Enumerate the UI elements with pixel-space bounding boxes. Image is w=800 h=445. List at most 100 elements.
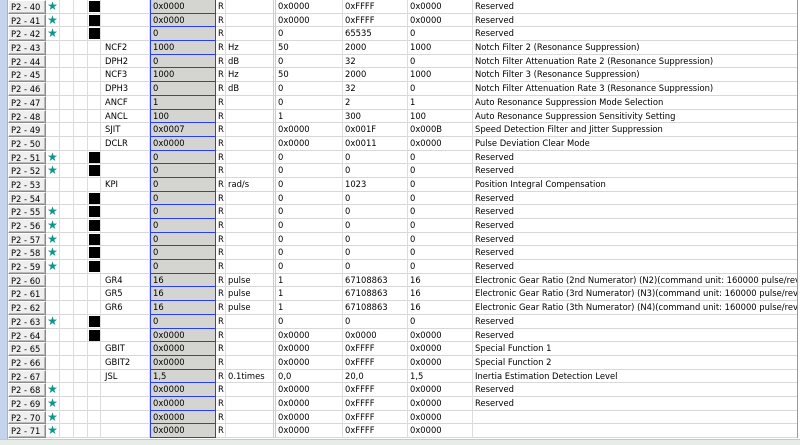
parameter-id-button[interactable]: P2 - 43 [8, 41, 46, 55]
default-value: 0 [408, 246, 473, 261]
value-field[interactable]: 0x0000 [150, 136, 216, 151]
parameter-id-button[interactable]: P2 - 44 [8, 54, 46, 69]
table-row[interactable]: P2 - 66 GBIT2 0x0000 R 0x0000 0xFFFF 0x0… [8, 355, 798, 370]
parameter-id-button[interactable]: P2 - 64 [8, 328, 46, 343]
empty-cell [74, 205, 88, 219]
value-field[interactable]: 0 [150, 191, 216, 206]
value-field[interactable]: 0 [150, 246, 216, 261]
value-field[interactable]: 0 [150, 82, 216, 96]
table-row[interactable]: P2 - 50 DCLR 0x0000 R 0x0000 0x0011 0x00… [8, 136, 798, 151]
table-row[interactable]: P2 - 53 KPI 0 R rad/s 0 1023 0 Position … [8, 177, 798, 192]
table-row[interactable]: P2 - 60 GR4 16 R pulse 1 67108863 16 Ele… [8, 273, 798, 288]
value-field[interactable]: 0x0000 [150, 355, 216, 370]
value-field[interactable]: 0 [150, 164, 216, 178]
table-row[interactable]: P2 - 61 GR5 16 R pulse 1 67108863 16 Ele… [8, 287, 798, 302]
parameter-id-button[interactable]: P2 - 70 [8, 410, 46, 425]
parameter-id-button[interactable]: P2 - 48 [8, 109, 46, 124]
parameter-id-button[interactable]: P2 - 56 [8, 219, 46, 233]
value-field[interactable]: 16 [150, 273, 216, 288]
table-row[interactable]: P2 - 45 NCF3 1000 R Hz 50 2000 1000 Notc… [8, 68, 798, 83]
value-field[interactable]: 0x0000 [150, 410, 216, 425]
table-row[interactable]: P2 - 58 ★ 0 R 0 0 0 Reserved [8, 246, 798, 261]
value-field[interactable]: 0 [150, 260, 216, 274]
parameter-id-button[interactable]: P2 - 45 [8, 68, 46, 83]
table-row[interactable]: P2 - 54 0 R 0 0 0 Reserved [8, 191, 798, 206]
table-row[interactable]: P2 - 67 JSL 1,5 R 0.1times 0,0 20,0 1,5 … [8, 369, 798, 384]
parameter-id-button[interactable]: P2 - 69 [8, 396, 46, 411]
table-row[interactable]: P2 - 51 ★ 0 R 0 0 0 Reserved [8, 150, 798, 165]
value-field[interactable]: 0 [150, 314, 216, 329]
value-field[interactable]: 0 [150, 205, 216, 219]
parameter-id-button[interactable]: P2 - 46 [8, 82, 46, 96]
value-field[interactable]: 0 [150, 219, 216, 233]
value-field[interactable]: 100 [150, 109, 216, 124]
parameter-id-button[interactable]: P2 - 66 [8, 355, 46, 370]
parameter-id-button[interactable]: P2 - 58 [8, 246, 46, 261]
table-row[interactable]: P2 - 62 GR6 16 R pulse 1 67108863 16 Ele… [8, 301, 798, 315]
value-field[interactable]: 1000 [150, 41, 216, 55]
value-field[interactable]: 0x0000 [150, 13, 216, 28]
table-row[interactable]: P2 - 43 NCF2 1000 R Hz 50 2000 1000 Notc… [8, 41, 798, 55]
value-field[interactable]: 0 [150, 232, 216, 247]
table-row[interactable]: P2 - 57 ★ 0 R 0 0 0 Reserved [8, 232, 798, 247]
parameter-id-button[interactable]: P2 - 50 [8, 136, 46, 151]
value-field[interactable]: 0x0000 [150, 328, 216, 343]
table-row[interactable]: P2 - 42 ★ 0 R 0 65535 0 Reserved [8, 27, 798, 42]
value-field[interactable]: 0x0000 [150, 383, 216, 397]
table-row[interactable]: P2 - 69 ★ 0x0000 R 0x0000 0xFFFF 0x0000 … [8, 396, 798, 411]
parameter-id-button[interactable]: P2 - 40 [8, 0, 46, 14]
value-field[interactable]: 0x0007 [150, 123, 216, 137]
value-field[interactable]: 0x0000 [150, 342, 216, 356]
parameter-id-button[interactable]: P2 - 60 [8, 273, 46, 288]
parameter-id-button[interactable]: P2 - 71 [8, 424, 46, 438]
table-row[interactable]: P2 - 56 ★ 0 R 0 0 0 Reserved [8, 219, 798, 233]
value-field[interactable]: 0x0000 [150, 0, 216, 14]
parameter-id-button[interactable]: P2 - 63 [8, 314, 46, 329]
table-row[interactable]: P2 - 68 ★ 0x0000 R 0x0000 0xFFFF 0x0000 … [8, 383, 798, 397]
parameter-id-button[interactable]: P2 - 68 [8, 383, 46, 397]
value-field[interactable]: 16 [150, 287, 216, 302]
parameter-id-button[interactable]: P2 - 49 [8, 123, 46, 137]
table-row[interactable]: P2 - 64 0x0000 R 0x0000 0x0000 0x0000 Re… [8, 328, 798, 343]
value-field[interactable]: 1 [150, 95, 216, 110]
value-field[interactable]: 0 [150, 177, 216, 192]
parameter-id-button[interactable]: P2 - 53 [8, 177, 46, 192]
parameter-id-button[interactable]: P2 - 59 [8, 260, 46, 274]
parameter-id-button[interactable]: P2 - 52 [8, 164, 46, 178]
table-row[interactable]: P2 - 44 DPH2 0 R dB 0 32 0 Notch Filter … [8, 54, 798, 69]
parameter-id-button[interactable]: P2 - 65 [8, 342, 46, 356]
table-row[interactable]: P2 - 49 SJIT 0x0007 R 0x0000 0x001F 0x00… [8, 123, 798, 137]
value-field[interactable]: 1,5 [150, 369, 216, 384]
table-row[interactable]: P2 - 71 ★ 0x0000 R 0x0000 0xFFFF 0x0000 [8, 424, 798, 438]
table-row[interactable]: P2 - 63 ★ 0 R 0 0 0 Reserved [8, 314, 798, 329]
parameter-id-button[interactable]: P2 - 61 [8, 287, 46, 302]
parameter-id-button[interactable]: P2 - 47 [8, 95, 46, 110]
value-field[interactable]: 0 [150, 150, 216, 165]
table-row[interactable]: P2 - 48 ANCL 100 R 1 300 100 Auto Resona… [8, 109, 798, 124]
value-field[interactable]: 0x0000 [150, 424, 216, 438]
table-row[interactable]: P2 - 40 ★ 0x0000 R 0x0000 0xFFFF 0x0000 … [8, 0, 798, 14]
parameter-id-button[interactable]: P2 - 51 [8, 150, 46, 165]
value-field[interactable]: 0x0000 [150, 396, 216, 411]
table-row[interactable]: P2 - 55 ★ 0 R 0 0 0 Reserved [8, 205, 798, 219]
value-field[interactable]: 0 [150, 27, 216, 42]
parameter-id-button[interactable]: P2 - 67 [8, 369, 46, 384]
star-icon [46, 273, 60, 288]
parameter-id-button[interactable]: P2 - 55 [8, 205, 46, 219]
horizontal-scrollbar[interactable] [0, 439, 800, 445]
table-row[interactable]: P2 - 59 ★ 0 R 0 0 0 Reserved [8, 260, 798, 274]
table-row[interactable]: P2 - 46 DPH3 0 R dB 0 32 0 Notch Filter … [8, 82, 798, 96]
table-row[interactable]: P2 - 41 ★ 0x0000 R 0x0000 0xFFFF 0x0000 … [8, 13, 798, 28]
table-row[interactable]: P2 - 47 ANCF 1 R 0 2 1 Auto Resonance Su… [8, 95, 798, 110]
parameter-id-button[interactable]: P2 - 57 [8, 232, 46, 247]
value-field[interactable]: 0 [150, 54, 216, 69]
table-row[interactable]: P2 - 70 ★ 0x0000 R 0x0000 0xFFFF 0x0000 [8, 410, 798, 425]
parameter-id-button[interactable]: P2 - 54 [8, 191, 46, 206]
parameter-id-button[interactable]: P2 - 62 [8, 301, 46, 315]
value-field[interactable]: 1000 [150, 68, 216, 83]
table-row[interactable]: P2 - 52 ★ 0 R 0 0 0 Reserved [8, 164, 798, 178]
parameter-id-button[interactable]: P2 - 41 [8, 13, 46, 28]
table-row[interactable]: P2 - 65 GBIT 0x0000 R 0x0000 0xFFFF 0x00… [8, 342, 798, 356]
value-field[interactable]: 16 [150, 301, 216, 315]
parameter-id-button[interactable]: P2 - 42 [8, 27, 46, 42]
